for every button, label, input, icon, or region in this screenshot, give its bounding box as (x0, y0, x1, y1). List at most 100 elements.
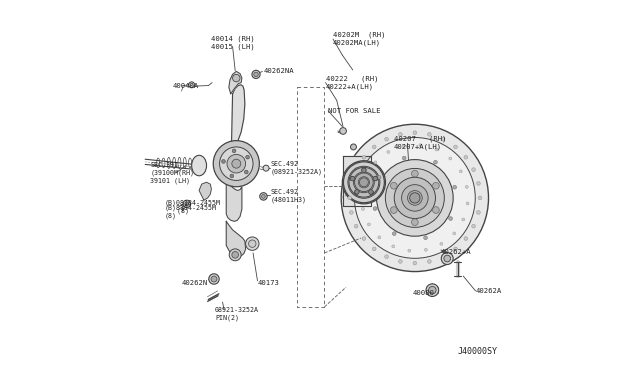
Circle shape (413, 131, 417, 135)
Circle shape (377, 176, 381, 179)
Circle shape (353, 172, 374, 193)
Circle shape (429, 286, 436, 294)
Polygon shape (343, 156, 371, 206)
Circle shape (349, 167, 379, 197)
Circle shape (394, 177, 435, 218)
Circle shape (410, 193, 420, 203)
Circle shape (442, 255, 445, 259)
Circle shape (399, 260, 402, 263)
Circle shape (248, 240, 256, 247)
Circle shape (408, 249, 411, 252)
Text: SEC.391
(39100M(RH)
39101 (LH): SEC.391 (39100M(RH) 39101 (LH) (150, 162, 195, 184)
Circle shape (387, 151, 390, 154)
Circle shape (185, 202, 189, 206)
Circle shape (365, 175, 368, 178)
Text: 40262N: 40262N (181, 280, 207, 286)
Circle shape (449, 217, 452, 220)
Text: 40173: 40173 (257, 280, 280, 286)
Circle shape (454, 145, 458, 149)
Text: 40222   (RH)
40222+A(LH): 40222 (RH) 40222+A(LH) (326, 76, 378, 90)
Circle shape (419, 144, 422, 147)
Text: (B)8184-2455M
(8): (B)8184-2455M (8) (164, 204, 216, 218)
Circle shape (221, 160, 225, 163)
Circle shape (350, 176, 355, 181)
Circle shape (385, 169, 444, 227)
Ellipse shape (191, 155, 207, 176)
Circle shape (369, 190, 373, 195)
Circle shape (392, 245, 395, 248)
Circle shape (344, 162, 385, 203)
Circle shape (254, 72, 259, 77)
Circle shape (260, 193, 267, 200)
Circle shape (412, 170, 418, 177)
Polygon shape (229, 71, 242, 94)
Circle shape (478, 196, 482, 200)
Circle shape (462, 218, 465, 221)
Text: 40040A: 40040A (172, 83, 198, 89)
Circle shape (403, 156, 406, 160)
Circle shape (453, 185, 456, 189)
Circle shape (349, 211, 353, 214)
Circle shape (341, 124, 488, 272)
Text: SEC.492
(48011H3): SEC.492 (48011H3) (271, 189, 307, 203)
Circle shape (232, 159, 241, 168)
Circle shape (360, 191, 364, 194)
Circle shape (349, 182, 353, 185)
Circle shape (367, 223, 371, 226)
Circle shape (355, 168, 358, 171)
Text: J40000SY: J40000SY (458, 347, 498, 356)
Circle shape (477, 211, 480, 214)
Circle shape (408, 190, 422, 205)
Circle shape (229, 249, 241, 261)
Circle shape (390, 207, 397, 214)
Circle shape (454, 247, 458, 251)
Circle shape (466, 202, 469, 205)
Polygon shape (227, 85, 245, 183)
Circle shape (362, 208, 364, 211)
Circle shape (360, 178, 369, 187)
Circle shape (399, 132, 402, 136)
Circle shape (440, 242, 443, 245)
Circle shape (424, 248, 428, 251)
Circle shape (348, 166, 380, 198)
Circle shape (472, 168, 476, 171)
Circle shape (373, 176, 378, 181)
Circle shape (428, 132, 431, 136)
Circle shape (209, 274, 219, 284)
Text: SEC.492
(08921-3252A): SEC.492 (08921-3252A) (271, 161, 323, 175)
Circle shape (350, 176, 355, 181)
Circle shape (230, 174, 234, 178)
Circle shape (460, 170, 462, 173)
Text: 40202M  (RH)
40202MA(LH): 40202M (RH) 40202MA(LH) (333, 32, 385, 46)
Text: 40262A: 40262A (476, 288, 502, 294)
Text: 40262+A: 40262+A (441, 249, 472, 255)
Circle shape (464, 237, 468, 240)
Circle shape (477, 182, 480, 185)
Circle shape (374, 161, 377, 164)
Text: 40207   (RH)
40207+A(LH): 40207 (RH) 40207+A(LH) (394, 136, 446, 150)
Text: 40262NA: 40262NA (264, 68, 294, 74)
Text: NOT FOR SALE: NOT FOR SALE (328, 108, 381, 114)
Circle shape (213, 141, 259, 187)
Circle shape (244, 170, 248, 174)
Circle shape (373, 176, 378, 181)
Polygon shape (227, 183, 242, 221)
Circle shape (362, 168, 366, 172)
Circle shape (362, 237, 365, 240)
Circle shape (373, 207, 377, 211)
Circle shape (355, 190, 359, 195)
Circle shape (211, 276, 217, 282)
Circle shape (464, 155, 468, 159)
Circle shape (392, 232, 396, 235)
Circle shape (424, 236, 428, 240)
Circle shape (232, 149, 236, 153)
Circle shape (433, 207, 439, 214)
Circle shape (465, 185, 468, 188)
Circle shape (434, 160, 437, 164)
Circle shape (232, 251, 239, 258)
Circle shape (435, 148, 438, 151)
Circle shape (362, 155, 365, 159)
Text: 40014 (RH)
40015 (LH): 40014 (RH) 40015 (LH) (211, 36, 255, 50)
Circle shape (413, 261, 417, 265)
Text: 40080: 40080 (412, 290, 435, 296)
